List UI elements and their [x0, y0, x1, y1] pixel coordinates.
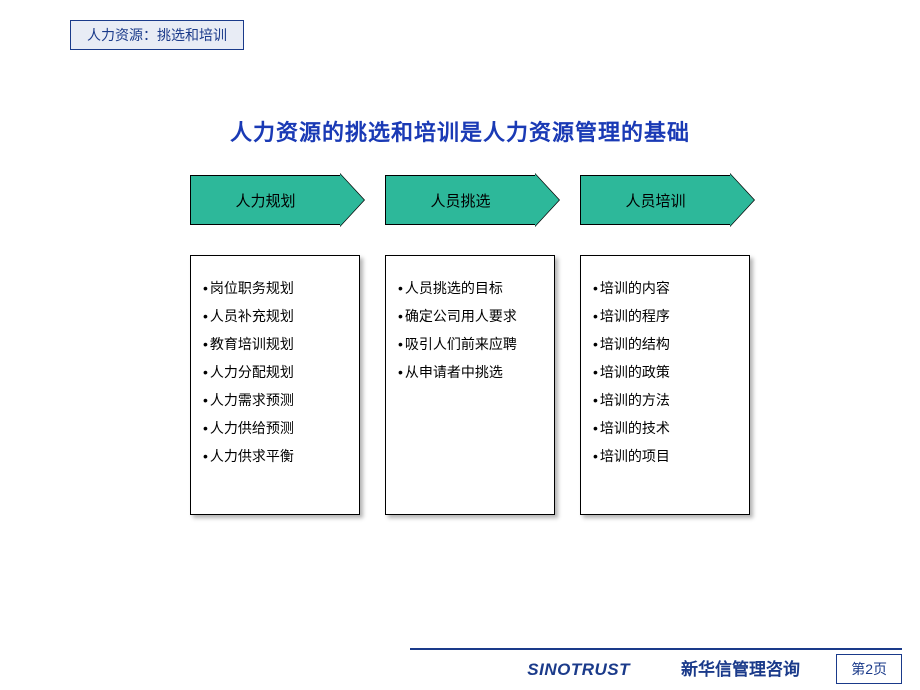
list-item: 吸引人们前来应聘: [398, 330, 542, 358]
footer: SINOTRUST 新华信管理咨询 第2页: [0, 648, 920, 690]
list-item: 从申请者中挑选: [398, 358, 542, 386]
list-item: 确定公司用人要求: [398, 302, 542, 330]
footer-divider: [410, 648, 902, 650]
list-item: 人力需求预测: [203, 386, 347, 414]
footer-brand-cn: 新华信管理咨询: [681, 655, 800, 680]
list-item: 人员补充规划: [203, 302, 347, 330]
list-item: 培训的结构: [593, 330, 737, 358]
item-box: 岗位职务规划人员补充规划教育培训规划人力分配规划人力需求预测人力供给预测人力供求…: [190, 255, 360, 515]
list-item: 人力分配规划: [203, 358, 347, 386]
list-item: 人力供给预测: [203, 414, 347, 442]
list-item: 培训的技术: [593, 414, 737, 442]
arrow-step: 人员培训: [580, 175, 750, 225]
footer-page-number: 第2页: [836, 654, 902, 684]
process-columns: 人力规划岗位职务规划人员补充规划教育培训规划人力分配规划人力需求预测人力供给预测…: [190, 175, 750, 515]
item-box: 人员挑选的目标确定公司用人要求吸引人们前来应聘从申请者中挑选: [385, 255, 555, 515]
list-item: 培训的程序: [593, 302, 737, 330]
list-item: 培训的方法: [593, 386, 737, 414]
header-badge: 人力资源：挑选和培训: [70, 20, 244, 50]
process-column: 人力规划岗位职务规划人员补充规划教育培训规划人力分配规划人力需求预测人力供给预测…: [190, 175, 360, 515]
arrow-step: 人力规划: [190, 175, 360, 225]
list-item: 人力供求平衡: [203, 442, 347, 470]
list-item: 培训的政策: [593, 358, 737, 386]
list-item: 培训的项目: [593, 442, 737, 470]
footer-brand-en: SINOTRUST: [527, 660, 630, 680]
item-box: 培训的内容培训的程序培训的结构培训的政策培训的方法培训的技术培训的项目: [580, 255, 750, 515]
process-column: 人员培训培训的内容培训的程序培训的结构培训的政策培训的方法培训的技术培训的项目: [580, 175, 750, 515]
arrow-step: 人员挑选: [385, 175, 555, 225]
arrow-label: 人力规划: [190, 175, 340, 225]
arrow-label: 人员培训: [580, 175, 730, 225]
process-column: 人员挑选人员挑选的目标确定公司用人要求吸引人们前来应聘从申请者中挑选: [385, 175, 555, 515]
page-title: 人力资源的挑选和培训是人力资源管理的基础: [0, 115, 920, 147]
list-item: 培训的内容: [593, 274, 737, 302]
list-item: 教育培训规划: [203, 330, 347, 358]
list-item: 人员挑选的目标: [398, 274, 542, 302]
arrow-label: 人员挑选: [385, 175, 535, 225]
list-item: 岗位职务规划: [203, 274, 347, 302]
